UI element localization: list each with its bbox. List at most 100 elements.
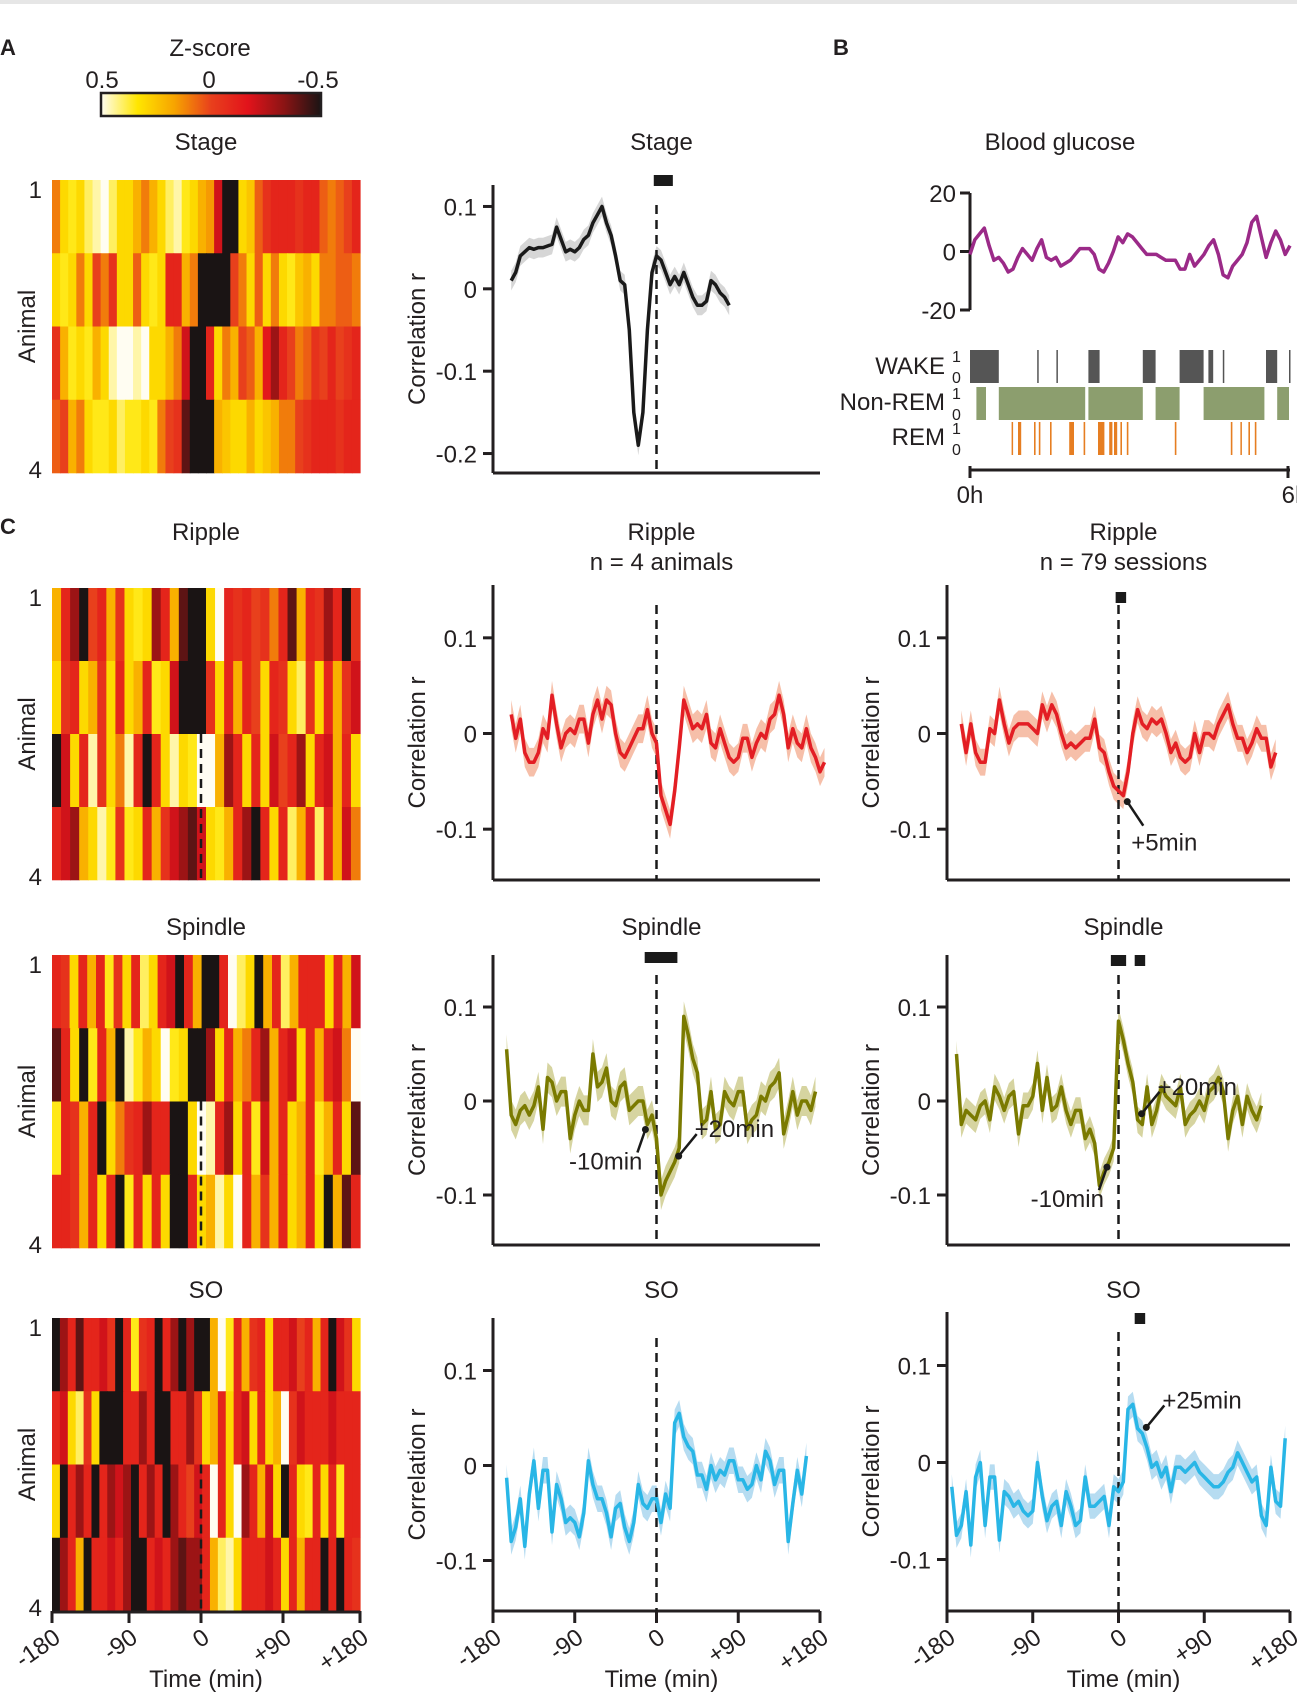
heatmap-cell — [260, 1101, 271, 1176]
heatmap-cell — [214, 399, 223, 474]
heatmap-cell — [233, 1101, 243, 1176]
heatmap-cell — [162, 1391, 172, 1465]
heatmap-cell — [165, 326, 175, 401]
heatmap-cell — [287, 399, 296, 474]
heatmap-cell — [160, 1174, 171, 1249]
ripple-heatmap: Ripple 1 4 Animal — [14, 519, 361, 891]
heatmap-cell — [296, 1464, 306, 1539]
heatmap-cell — [305, 588, 316, 662]
heatmap-cell — [133, 807, 144, 881]
heatmap-cell — [116, 180, 126, 254]
heatmap-cell — [130, 1537, 140, 1612]
heatmap-cell — [344, 1537, 353, 1612]
heatmap-cell — [251, 1028, 261, 1102]
heatmap-cell — [97, 1101, 107, 1176]
annotation-arrow — [636, 1129, 647, 1153]
series-line — [509, 693, 827, 827]
top-border — [0, 0, 1297, 4]
heatmap-cell — [170, 1391, 179, 1465]
heatmap-cell — [278, 1174, 289, 1249]
heatmap-cell — [273, 1391, 282, 1465]
heatmap-cell — [215, 661, 225, 735]
heatmap-cell — [67, 1537, 77, 1612]
heatmap-cell — [160, 734, 171, 808]
heatmap-cell — [254, 180, 264, 254]
heatmap-cell — [336, 1464, 345, 1539]
heatmap-cell — [295, 399, 304, 474]
annotation-arrow — [677, 1133, 698, 1157]
heatmap-x-axis: -180 -90 0 +90 +180 Time (min) — [11, 1610, 373, 1693]
heatmap-cell — [189, 253, 199, 327]
heatmap-cell — [70, 588, 80, 662]
heatmap-cell — [52, 326, 61, 401]
heatmap-cell — [104, 955, 115, 1029]
heatmap-cell — [178, 1174, 189, 1249]
heatmap-cell — [142, 734, 153, 808]
heatmap-cell — [215, 807, 225, 881]
chart-title: Ripple — [1089, 519, 1157, 546]
heatmap-cell — [341, 661, 352, 735]
annotation-arrow-head — [1138, 1110, 1146, 1118]
heatmap-cell — [141, 326, 150, 401]
heatmap-cell — [343, 399, 353, 474]
heatmap-cell — [124, 253, 134, 327]
heatmap-cell — [181, 253, 191, 327]
heatmap-cell — [233, 734, 243, 808]
heatmap-cell — [251, 734, 261, 808]
heatmap-cell — [97, 661, 107, 735]
heatmap-cell — [296, 1028, 307, 1102]
heatmap-cell — [113, 955, 123, 1029]
heatmap-cell — [206, 807, 216, 881]
heatmap-cell — [124, 180, 134, 254]
heatmap-cell — [133, 253, 142, 327]
heatmap-cell — [173, 326, 183, 401]
heatmap-cell — [61, 734, 71, 808]
heatmap-cell — [270, 253, 280, 327]
heatmap-cell — [178, 661, 189, 735]
heatmap-cell — [146, 1318, 156, 1392]
heatmap-cell — [162, 1464, 172, 1539]
heatmap-cell — [106, 734, 117, 808]
heatmap-cell — [323, 661, 334, 735]
heatmap-cell — [196, 1028, 207, 1102]
heatmap-cell — [59, 1537, 69, 1612]
heatmap-cell — [52, 253, 61, 327]
heatmap-cell — [287, 661, 298, 735]
state-tick-one: 1 — [952, 349, 961, 366]
heatmap-cell — [123, 1391, 132, 1465]
heatmap-cell — [222, 253, 231, 327]
state-tick-zero: 0 — [952, 370, 961, 387]
heatmap-cell — [88, 1101, 98, 1176]
heatmap-row-label-top: 1 — [29, 585, 42, 612]
y-tick-label: 0 — [918, 1089, 931, 1116]
heatmap-cell — [224, 661, 234, 735]
heatmap-cell — [178, 1101, 189, 1176]
heatmap-cell — [88, 661, 98, 735]
heatmap-cell — [316, 955, 326, 1029]
heatmap-cell — [295, 253, 304, 327]
heatmap-cell — [79, 807, 89, 881]
y-tick-label: 0.1 — [444, 995, 477, 1022]
heatmap-cell — [165, 180, 175, 254]
heatmap-cell — [311, 326, 321, 401]
heatmap-cell — [107, 1391, 116, 1465]
heatmap-cell — [332, 734, 343, 808]
heatmap-cell — [88, 734, 98, 808]
heatmap-cell — [230, 253, 240, 327]
heatmap-cell — [140, 955, 150, 1029]
heatmap-cell — [254, 955, 264, 1029]
heatmap-cell — [59, 1318, 69, 1392]
heatmap-cell — [149, 399, 158, 474]
heatmap-cell — [142, 1028, 153, 1102]
heatmap-cell — [186, 1391, 195, 1465]
heatmap-cell — [83, 1391, 93, 1465]
heatmap-cell — [314, 734, 325, 808]
significance-bar — [1110, 955, 1127, 966]
heatmap-cell — [246, 180, 256, 254]
heatmap-cell — [269, 588, 280, 662]
heatmap-cell — [97, 1028, 107, 1102]
heatmap-cell — [249, 1464, 258, 1539]
state-bar — [1277, 387, 1289, 420]
heatmap-cell — [61, 661, 71, 735]
heatmap-cell — [335, 326, 345, 401]
